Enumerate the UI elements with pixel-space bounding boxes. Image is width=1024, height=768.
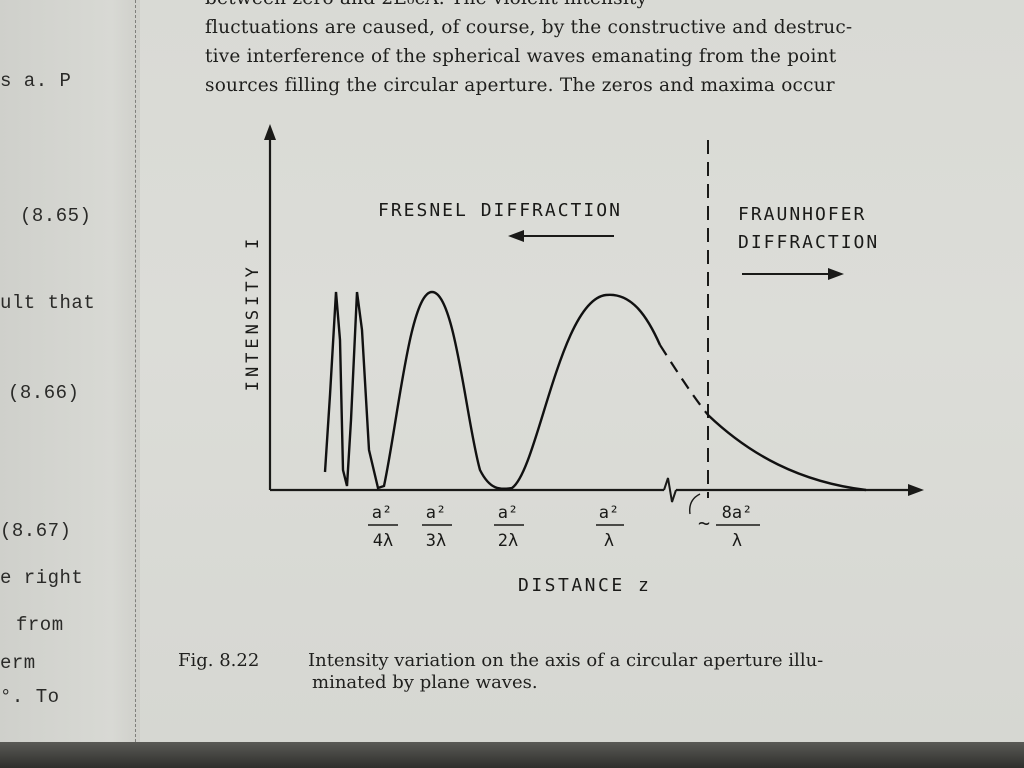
figure-chart: INTENSITY I FRESNEL DIFFRACTION FRAUNHOF…: [243, 124, 924, 596]
x-axis-label: DISTANCE z: [518, 575, 651, 596]
text-line: tive interference of the spherical waves…: [205, 46, 837, 67]
tick-leader: [689, 493, 701, 515]
tick-label-numerator: a²: [599, 503, 619, 523]
caption-line: Intensity variation on the axis of a cir…: [308, 650, 824, 671]
text-line: between zero and 2E₀cA. The violent inte…: [205, 0, 965, 13]
y-axis-arrow: [264, 124, 276, 140]
tick-label-denominator: 4λ: [373, 531, 393, 551]
equation-number: (8.67): [0, 520, 72, 542]
tick-label: a² 2λ: [494, 503, 524, 551]
tick-label-numerator: a²: [426, 503, 446, 523]
fraunhofer-label-line1: FRAUNHOFER: [738, 204, 866, 225]
x-axis-arrow: [908, 484, 924, 496]
y-axis-label: INTENSITY I: [243, 235, 263, 392]
text-line: sources filling the circular aperture. T…: [205, 75, 835, 96]
margin-fragment: °. To: [0, 686, 60, 708]
margin-fragment: e right: [0, 567, 84, 589]
tick-label-approx: ~: [698, 511, 710, 535]
tick-label: ~ 8a² λ: [698, 503, 760, 551]
text-line: fluctuations are caused, of course, by t…: [205, 17, 853, 38]
tick-label-denominator: 3λ: [426, 531, 446, 551]
tick-label-denominator: λ: [732, 531, 742, 551]
equation-number: (8.66): [8, 382, 80, 404]
tick-label-denominator: 2λ: [498, 531, 518, 551]
fresnel-label: FRESNEL DIFFRACTION: [378, 200, 622, 221]
body-paragraph: between zero and 2E₀cA. The violent inte…: [205, 0, 965, 100]
fraunhofer-arrow-head: [828, 268, 844, 280]
margin-fragment: from: [16, 614, 64, 636]
intensity-curve-dashed: [659, 344, 709, 416]
tick-label: a² 3λ: [422, 503, 452, 551]
tick-label: a² λ: [596, 503, 624, 551]
caption-line: minated by plane waves.: [312, 672, 538, 693]
left-page-margin: [0, 0, 140, 742]
book-page: [0, 0, 1024, 742]
equation-number: (8.65): [20, 205, 92, 227]
tick-label-numerator: a²: [498, 503, 518, 523]
figure-caption: Fig. 8.22 Intensity variation on the axis…: [178, 650, 978, 694]
tick-label-denominator: λ: [604, 531, 614, 551]
page-shadow: [0, 742, 1024, 768]
figure-number: Fig. 8.22: [178, 650, 260, 671]
intensity-curve: [323, 290, 662, 491]
page-fold-line: [135, 0, 137, 742]
margin-fragment: ult that: [0, 292, 96, 314]
margin-fragment: s a. P: [0, 70, 72, 92]
fresnel-arrow-head: [508, 230, 524, 242]
fraunhofer-label-line2: DIFFRACTION: [738, 232, 879, 253]
tick-label: a² 4λ: [368, 503, 398, 551]
intensity-curve-tail: [707, 414, 867, 492]
axis-break: [663, 477, 677, 503]
tick-label-numerator: 8a²: [722, 503, 753, 523]
margin-fragment: erm: [0, 652, 36, 674]
tick-label-numerator: a²: [372, 503, 392, 523]
